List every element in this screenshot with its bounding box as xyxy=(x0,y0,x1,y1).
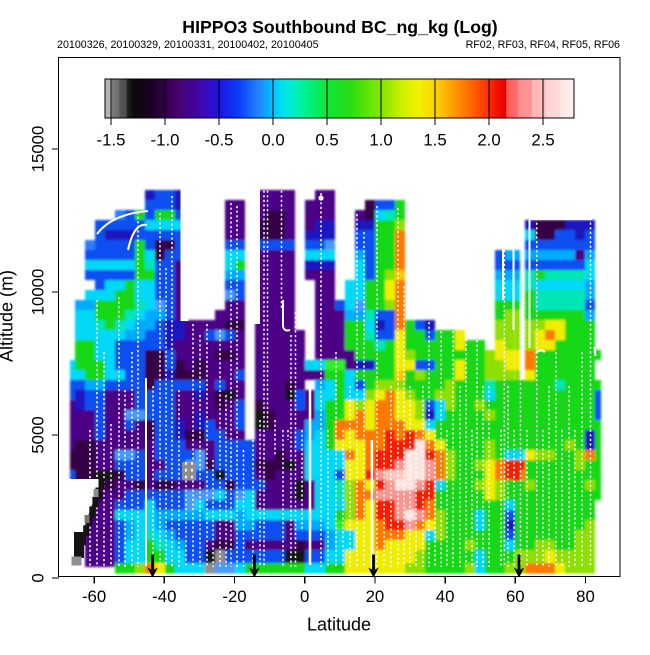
svg-text:-1.5: -1.5 xyxy=(97,131,126,150)
svg-text:Altitude (m): Altitude (m) xyxy=(0,270,17,362)
svg-text:RF02, RF03, RF04, RF05, RF06: RF02, RF03, RF04, RF05, RF06 xyxy=(466,39,620,51)
svg-text:1.5: 1.5 xyxy=(423,131,446,150)
svg-text:0.0: 0.0 xyxy=(261,131,284,150)
svg-text:-40: -40 xyxy=(152,587,176,606)
svg-text:0.5: 0.5 xyxy=(315,131,338,150)
svg-text:-60: -60 xyxy=(82,587,106,606)
svg-text:2.5: 2.5 xyxy=(531,131,554,150)
svg-text:-20: -20 xyxy=(222,587,246,606)
svg-text:Latitude: Latitude xyxy=(307,615,371,635)
svg-text:40: 40 xyxy=(436,587,455,606)
svg-text:-0.5: -0.5 xyxy=(205,131,234,150)
svg-text:80: 80 xyxy=(576,587,595,606)
svg-text:5000: 5000 xyxy=(29,416,48,453)
svg-text:0: 0 xyxy=(29,573,48,582)
svg-text:0: 0 xyxy=(300,587,309,606)
svg-text:20100326, 20100329, 20100331,: 20100326, 20100329, 20100331, 20100402, … xyxy=(57,39,319,51)
svg-text:10000: 10000 xyxy=(29,269,48,316)
svg-text:20: 20 xyxy=(366,587,385,606)
svg-text:2.0: 2.0 xyxy=(477,131,500,150)
svg-text:-1.0: -1.0 xyxy=(151,131,180,150)
svg-text:1.0: 1.0 xyxy=(369,131,392,150)
svg-text:HIPPO3 Southbound BC_ng_kg (Lo: HIPPO3 Southbound BC_ng_kg (Log) xyxy=(182,17,498,37)
svg-text:60: 60 xyxy=(506,587,525,606)
svg-text:15000: 15000 xyxy=(29,126,48,173)
